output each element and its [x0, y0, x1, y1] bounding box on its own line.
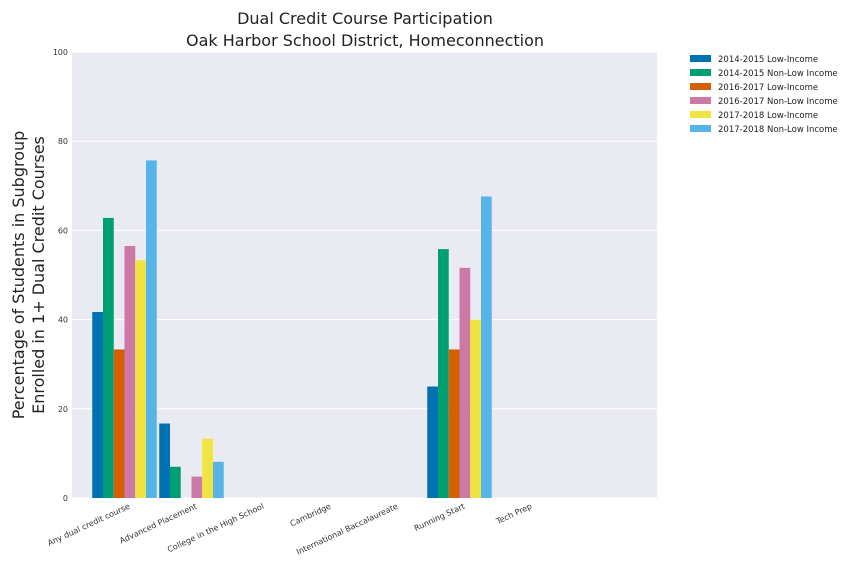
legend-label: 2014-2015 Non-Low Income: [718, 69, 838, 79]
legend-swatch: [690, 83, 711, 90]
y-tick-label: 100: [53, 48, 68, 57]
legend-swatch: [690, 69, 711, 76]
y-tick-label: 60: [58, 226, 68, 235]
legend: 2014-2015 Low-Income 2014-2015 Non-Low In…: [690, 55, 838, 135]
legend-swatch: [690, 97, 711, 104]
bar: [135, 260, 146, 498]
y-tick-label: 40: [58, 316, 68, 325]
bar: [103, 217, 114, 499]
bar: [448, 349, 460, 498]
y-tick-labels: 0 20 40 60 80 100: [53, 48, 68, 503]
x-tick-label: Cambridge: [289, 502, 333, 529]
y-axis-label-line-1: Percentage of Students in Subgroup: [9, 131, 28, 420]
legend-swatch: [690, 125, 711, 132]
legend-label: 2016-2017 Low-Income: [718, 83, 818, 93]
bar: [470, 319, 481, 498]
y-tick-label: 20: [58, 405, 68, 414]
bar: [113, 349, 125, 498]
y-tick-label: 0: [63, 494, 68, 503]
bar: [170, 466, 181, 498]
bars: [92, 160, 492, 499]
bar: [92, 312, 103, 498]
bar: [438, 249, 449, 498]
bar: [459, 267, 471, 498]
x-tick-label: Tech Prep: [494, 502, 533, 527]
bar: [213, 461, 224, 498]
chart-title-line-1: Dual Credit Course Participation: [237, 9, 493, 28]
bar: [427, 386, 438, 498]
legend-swatch: [690, 55, 711, 62]
bar: [481, 196, 492, 498]
bar: [159, 423, 170, 498]
legend-label: 2017-2018 Non-Low Income: [718, 125, 838, 135]
y-tick-label: 80: [58, 137, 68, 146]
bar: [124, 246, 136, 498]
bar: [191, 476, 203, 498]
x-tick-label: Any dual credit course: [46, 502, 131, 548]
legend-label: 2016-2017 Non-Low Income: [718, 97, 838, 107]
bar: [146, 160, 157, 499]
legend-label: 2014-2015 Low-Income: [718, 55, 818, 65]
legend-swatch: [690, 111, 711, 118]
chart-title-line-2: Oak Harbor School District, Homeconnecti…: [186, 31, 544, 50]
y-axis-label-line-2: Enrolled in 1+ Dual Credit Courses: [29, 136, 48, 414]
x-tick-label: Running Start: [413, 502, 467, 533]
bar: [202, 438, 213, 498]
legend-label: 2017-2018 Low-Income: [718, 111, 818, 121]
